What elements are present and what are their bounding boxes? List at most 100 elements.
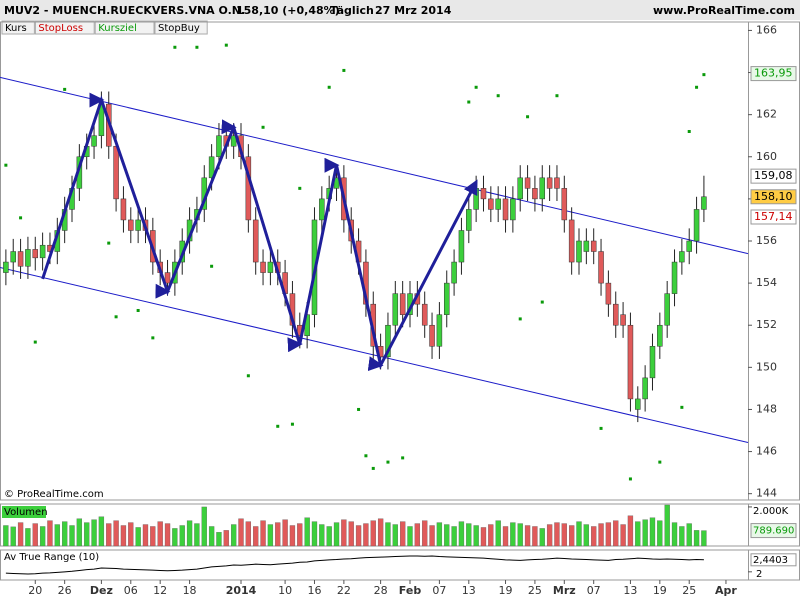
volume-bar: [649, 517, 656, 547]
current-label: 2,4403: [753, 555, 788, 566]
date: 27 Mrz 2014: [375, 4, 452, 17]
candle-body: [612, 303, 619, 326]
volume-bar: [642, 519, 648, 547]
candle-body: [590, 240, 597, 252]
x-tick-label: 13: [623, 584, 637, 597]
candle-body: [554, 177, 560, 189]
target-dot: [224, 43, 228, 47]
x-tick-label: 18: [183, 584, 197, 597]
candle-body: [502, 198, 509, 221]
target-dot: [526, 115, 530, 119]
candle-body: [392, 293, 399, 326]
volume-bar: [201, 506, 207, 547]
x-tick-label: 26: [58, 584, 72, 597]
title-bar: [0, 0, 800, 20]
volume-bar: [598, 523, 604, 547]
current-label: 789.690: [753, 526, 794, 537]
candle-body: [436, 314, 443, 347]
target-dot: [151, 336, 155, 340]
target-dot: [290, 422, 294, 426]
volume-bar: [39, 526, 46, 547]
volume-bar: [231, 524, 237, 547]
volume-bar: [480, 527, 487, 547]
x-tick-label: 16: [307, 584, 321, 597]
volume-bar: [554, 522, 560, 547]
volume-bar: [546, 524, 553, 547]
quote: 158,10 (+0,48%): [236, 4, 340, 17]
volume-bar: [686, 523, 692, 547]
target-dot: [246, 374, 250, 378]
volume-bar: [502, 526, 509, 547]
price-label-box: [750, 66, 797, 82]
toolbar-button-label[interactable]: StopLoss: [38, 23, 83, 34]
target-dot: [63, 87, 67, 91]
y-tick-label: 144: [756, 487, 777, 500]
y-tick-label: 146: [756, 445, 777, 458]
volume-bar: [289, 525, 296, 547]
volume-bar: [524, 525, 531, 547]
x-tick-label: 07: [432, 584, 446, 597]
candle-body: [605, 282, 612, 305]
candle-body: [657, 324, 663, 347]
x-tick-label: 06: [124, 584, 138, 597]
y-tick-label: 150: [756, 360, 777, 373]
volume-bar: [267, 524, 274, 547]
volume-bar: [363, 523, 369, 547]
candle-body: [39, 244, 46, 259]
toolbar-button-label[interactable]: Kurs: [5, 23, 27, 34]
candle-body: [561, 188, 568, 221]
x-tick-label: 12: [153, 584, 167, 597]
volume-bar: [76, 518, 83, 547]
target-dot: [687, 129, 691, 133]
candle-body: [458, 230, 465, 263]
toolbar: Kurs StopLoss Kursziel StopBuy: [1, 20, 208, 35]
candle-body: [443, 282, 450, 315]
volume-bar: [532, 526, 538, 547]
panel-title: Volumen: [4, 507, 48, 518]
volume-bar: [422, 520, 428, 547]
candle-body: [91, 135, 97, 147]
toolbar-button[interactable]: [1, 20, 35, 35]
candle-body: [568, 219, 575, 263]
candle-body: [3, 261, 9, 273]
volume-bar: [69, 525, 75, 547]
volume-bar: [583, 524, 589, 547]
volume-bar: [488, 524, 494, 547]
toolbar-button-label[interactable]: StopBuy: [158, 23, 200, 34]
candle-body: [686, 240, 692, 252]
x-tick-label: 10: [278, 584, 292, 597]
volume-bar: [341, 519, 347, 547]
price-label: 157,14: [754, 210, 793, 223]
x-tick-label: Dez: [90, 584, 113, 597]
candle-body: [510, 198, 516, 221]
volume-bar: [113, 520, 119, 547]
price-label: 163,95: [754, 67, 793, 80]
target-dot: [107, 241, 111, 245]
target-dot: [195, 45, 199, 49]
toolbar-button[interactable]: [34, 20, 95, 35]
volume-bar: [605, 522, 612, 547]
toolbar-button[interactable]: [94, 20, 155, 35]
toolbar-button[interactable]: [154, 20, 208, 35]
toolbar-button-label[interactable]: Kursziel: [98, 23, 137, 34]
candle-body: [399, 293, 406, 315]
volume-bar: [216, 532, 222, 547]
volume-bar: [473, 525, 479, 547]
volume-bar: [142, 524, 149, 547]
target-dot: [371, 466, 375, 470]
volume-bar: [701, 530, 707, 547]
volume-bar: [172, 528, 178, 547]
candle-body: [451, 261, 457, 284]
volume-bar: [466, 523, 472, 547]
volume-bar: [319, 524, 325, 547]
target-dot: [33, 340, 37, 344]
candle-body: [583, 240, 590, 252]
volume-bar: [253, 526, 259, 547]
target-dot: [173, 45, 177, 49]
volume-bar: [297, 523, 303, 547]
price-label: 158,10: [754, 190, 793, 203]
candle-body: [267, 261, 274, 273]
candle-body: [252, 219, 259, 263]
volume-bar: [223, 530, 229, 547]
candle-body: [429, 324, 435, 347]
